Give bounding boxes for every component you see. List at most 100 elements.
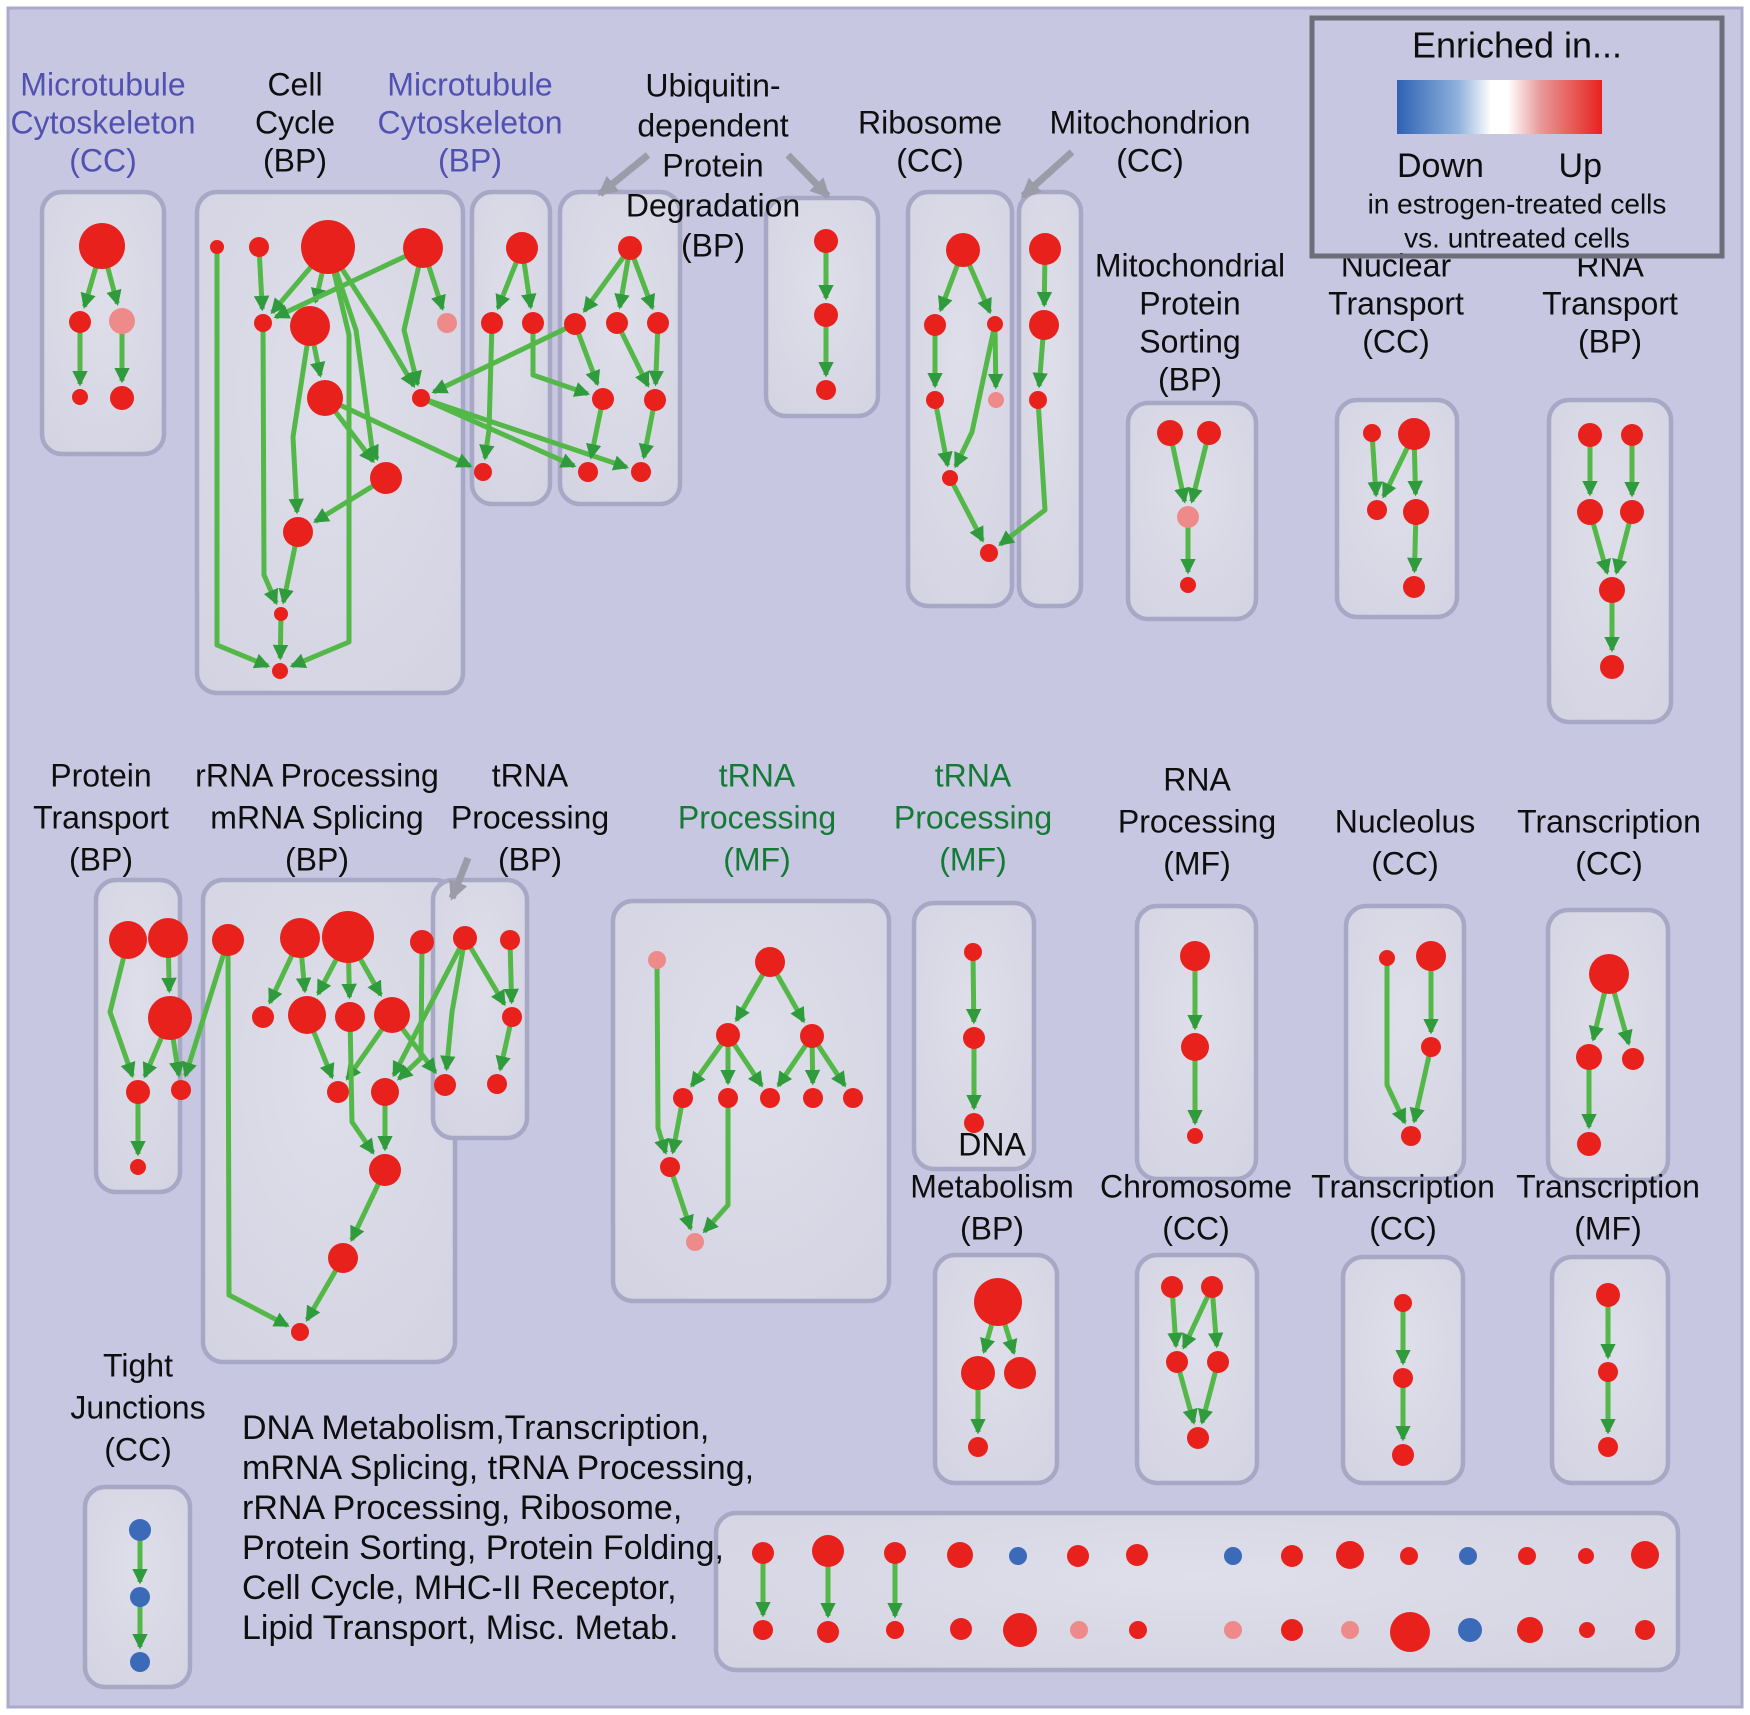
cluster-label-trna-bp-line2: Processing: [451, 799, 609, 835]
cluster-label-rna-transport-line1: RNA: [1576, 247, 1644, 283]
gene-set-node-b6: [290, 306, 330, 346]
gene-set-node-n1: [648, 951, 666, 969]
edge-b4-b9: [401, 247, 426, 387]
gene-set-node-f5: [988, 392, 1004, 408]
gene-set-node-o2: [963, 1027, 985, 1049]
cluster-label-mps-line1: Mitochondrial: [1095, 247, 1285, 283]
cluster-label-ubiquitin-line5: (BP): [681, 227, 745, 263]
gene-set-node-x9b: [1281, 1619, 1303, 1641]
edge-f6-f7: [947, 476, 985, 543]
gene-set-node-m5: [487, 1074, 507, 1094]
merged-categories-text-line6: Lipid Transport, Misc. Metab.: [242, 1609, 679, 1647]
gene-set-node-x3b: [886, 1621, 904, 1639]
gene-set-node-t1: [1161, 1276, 1183, 1298]
gene-set-node-a5: [110, 386, 134, 410]
gene-set-node-n5: [673, 1088, 693, 1108]
gene-set-node-q3: [1421, 1037, 1441, 1057]
gene-set-node-p1: [1180, 941, 1210, 971]
gene-set-node-d5: [592, 388, 614, 410]
gene-set-node-x9t: [1281, 1545, 1303, 1567]
legend-box: [1309, 15, 1725, 259]
edge-f3-f6: [953, 323, 998, 469]
gene-set-node-x4b: [950, 1618, 972, 1640]
cluster-label-rna-processing-mf-line1: RNA: [1163, 761, 1231, 797]
gene-set-node-b9: [412, 389, 430, 407]
gene-set-node-x13b: [1517, 1617, 1543, 1643]
gene-set-node-l11: [369, 1154, 401, 1186]
gene-set-node-l8: [374, 997, 410, 1033]
gene-set-node-x8b: [1224, 1621, 1242, 1639]
cluster-label-mt-bp-line2: Cytoskeleton: [378, 104, 563, 140]
edge-g3-f7: [998, 399, 1048, 547]
cluster-label-nucleolus-line2: (CC): [1371, 845, 1439, 881]
cluster-label-ribosome-line1: Ribosome: [858, 104, 1002, 140]
gene-set-node-t5: [1187, 1427, 1209, 1449]
cluster-label-mt-bp-line3: (BP): [438, 142, 502, 178]
gene-set-node-u3: [1392, 1444, 1414, 1466]
gene-set-node-m1: [453, 926, 477, 950]
cluster-label-mitochondrion-line2: (CC): [1116, 142, 1184, 178]
edge-o1-o2: [965, 951, 982, 1025]
gene-set-node-g3: [1029, 391, 1047, 409]
gene-set-node-m3: [502, 1007, 522, 1027]
gene-set-node-b7: [437, 313, 457, 333]
gene-set-node-k2: [148, 918, 188, 958]
cluster-label-ubiquitin-line3: Protein: [662, 147, 763, 183]
gene-set-node-b5: [254, 314, 272, 332]
cluster-label-mitochondrion-line1: Mitochondrion: [1050, 104, 1251, 140]
gene-set-node-k1: [109, 921, 147, 959]
gene-set-node-a2: [69, 311, 91, 333]
cluster-label-transcription-mf-line1: Transcription: [1516, 1168, 1700, 1204]
edge-b4-b5: [273, 245, 425, 320]
cluster-label-trna-bp-line1: tRNA: [492, 757, 569, 793]
gene-set-node-b12: [274, 607, 288, 621]
cluster-label-nucleolus-line1: Nucleolus: [1335, 803, 1476, 839]
gene-set-node-m2: [500, 930, 520, 950]
cluster-label-rna-transport-line2: Transport: [1542, 285, 1678, 321]
edge-k1-k4: [107, 939, 136, 1079]
gene-set-node-l3: [322, 911, 374, 963]
gene-set-node-b13: [272, 663, 288, 679]
gene-set-node-k3: [148, 996, 192, 1040]
gene-set-node-l1: [212, 924, 244, 956]
gene-set-node-x14b: [1579, 1622, 1595, 1638]
gene-set-node-x11t: [1400, 1547, 1418, 1565]
gene-set-node-l2: [280, 918, 320, 958]
gene-set-node-s1: [974, 1278, 1022, 1326]
gene-set-node-b10: [370, 462, 402, 494]
gene-set-node-x3t: [884, 1542, 906, 1564]
cluster-box-ribosome: [905, 189, 1015, 609]
gene-set-node-x10t: [1336, 1541, 1364, 1569]
merged-categories-text-line5: Cell Cycle, MHC-II Receptor,: [242, 1569, 677, 1607]
edge-b5-b12: [260, 322, 279, 606]
gene-set-node-r3: [1622, 1048, 1644, 1070]
edge-l1-k5: [182, 939, 231, 1078]
gene-set-node-n4: [800, 1024, 824, 1048]
edge-b3-b13: [289, 246, 352, 669]
gene-set-node-d8: [631, 462, 651, 482]
gene-set-node-i4: [1403, 499, 1429, 525]
edge-l1-l13: [225, 939, 290, 1328]
cluster-label-mt-cc-line3: (CC): [69, 142, 137, 178]
gene-set-node-q2: [1416, 941, 1446, 971]
cluster-label-ubiquitin-line1: Ubiquitin-: [645, 67, 780, 103]
cluster-label-dna-metabolism-line1: DNA: [958, 1126, 1026, 1162]
gene-set-node-l12: [328, 1243, 358, 1273]
cluster-box-dna-metabolism: [932, 1252, 1060, 1486]
edge-m1-m3: [462, 936, 507, 1007]
cluster-label-trna-mf-1-line1: tRNA: [719, 757, 796, 793]
cluster-label-chromosome-line2: (CC): [1162, 1210, 1230, 1246]
edge-m2-m3: [503, 939, 520, 1005]
gene-set-node-l4: [410, 930, 434, 954]
cluster-label-cell-cycle-line3: (BP): [263, 142, 327, 178]
cluster-label-mps-line4: (BP): [1158, 361, 1222, 397]
gene-set-node-j4: [1620, 500, 1644, 524]
gene-set-node-c2: [481, 312, 503, 334]
gene-set-node-x10b: [1341, 1621, 1359, 1639]
gene-set-node-x15t: [1631, 1541, 1659, 1569]
cluster-label-transcription-cc-1-line1: Transcription: [1517, 803, 1701, 839]
gene-set-node-n7: [760, 1088, 780, 1108]
gene-set-node-i5: [1403, 576, 1425, 598]
gene-set-node-j6: [1600, 655, 1624, 679]
